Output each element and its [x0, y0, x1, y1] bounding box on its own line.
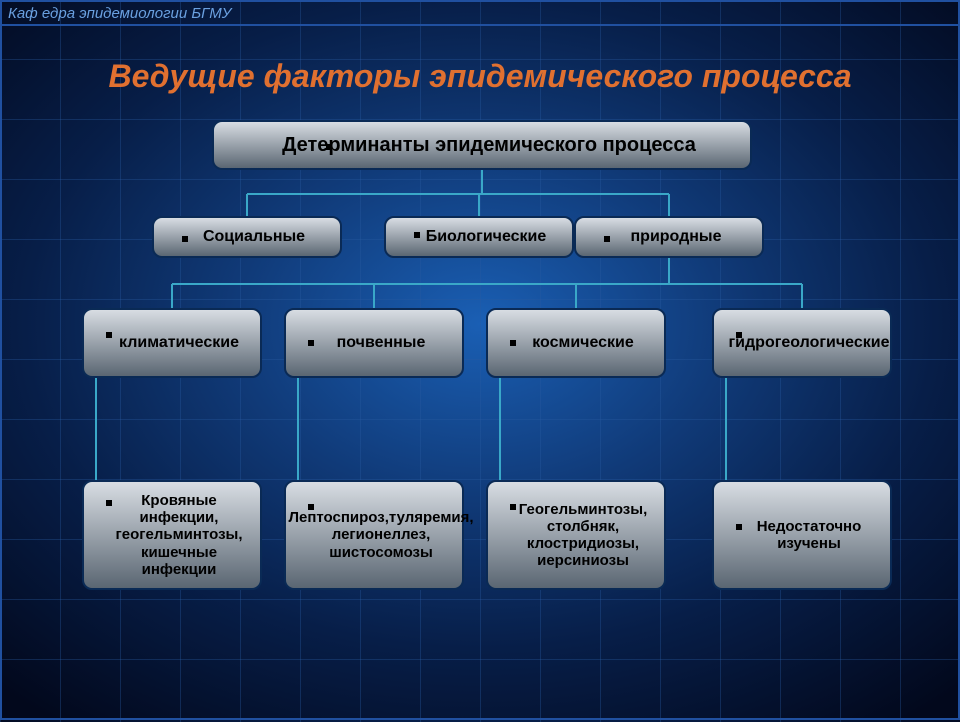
node-label: Биологические: [426, 228, 547, 246]
bullet-icon: [106, 500, 112, 506]
node-cosm: космические: [486, 308, 666, 378]
bullet-icon: [182, 236, 188, 242]
node-hydro: гидрогеологические: [712, 308, 892, 378]
bullet-icon: [308, 340, 314, 346]
node-label: Кровяные инфекции, геогельминтозы, кишеч…: [106, 492, 252, 578]
title-text: Ведущие факторы эпидемического процесса: [108, 58, 851, 94]
bullet-icon: [510, 504, 516, 510]
node-label: гидрогеологические: [729, 334, 890, 352]
bullet-icon: [604, 236, 610, 242]
page-title: Ведущие факторы эпидемического процесса: [2, 58, 958, 95]
node-label: почвенные: [337, 334, 426, 352]
node-nat: природные: [574, 216, 764, 258]
node-label: Лептоспироз,туляремия, легионеллез, шист…: [288, 509, 473, 561]
node-soil: почвенные: [284, 308, 464, 378]
node-label: космические: [532, 334, 634, 352]
node-bio: Биологические: [384, 216, 574, 258]
bullet-icon: [106, 332, 112, 338]
node-label: климатические: [119, 334, 239, 352]
bullet-icon: [736, 332, 742, 338]
node-label: Детерминанты эпидемического процесса: [282, 134, 696, 157]
node-l_soil: Лептоспироз,туляремия, легионеллез, шист…: [284, 480, 464, 590]
node-label: Геогельминтозы, столбняк, клостридиозы, …: [510, 501, 656, 570]
bullet-icon: [510, 340, 516, 346]
node-l_clim: Кровяные инфекции, геогельминтозы, кишеч…: [82, 480, 262, 590]
node-label: Недостаточно изучены: [736, 518, 882, 553]
node-l_cosm: Геогельминтозы, столбняк, клостридиозы, …: [486, 480, 666, 590]
bullet-icon: [326, 144, 332, 150]
node-label: природные: [631, 228, 722, 246]
node-clim: климатические: [82, 308, 262, 378]
header-bar: Каф едра эпидемиологии БГМУ: [2, 2, 958, 26]
node-l_hydro: Недостаточно изучены: [712, 480, 892, 590]
bullet-icon: [414, 232, 420, 238]
node-root: Детерминанты эпидемического процесса: [212, 120, 752, 170]
bullet-icon: [308, 504, 314, 510]
bullet-icon: [736, 524, 742, 530]
node-soc: Социальные: [152, 216, 342, 258]
header-text: Каф едра эпидемиологии БГМУ: [8, 5, 231, 22]
node-label: Социальные: [203, 228, 305, 246]
